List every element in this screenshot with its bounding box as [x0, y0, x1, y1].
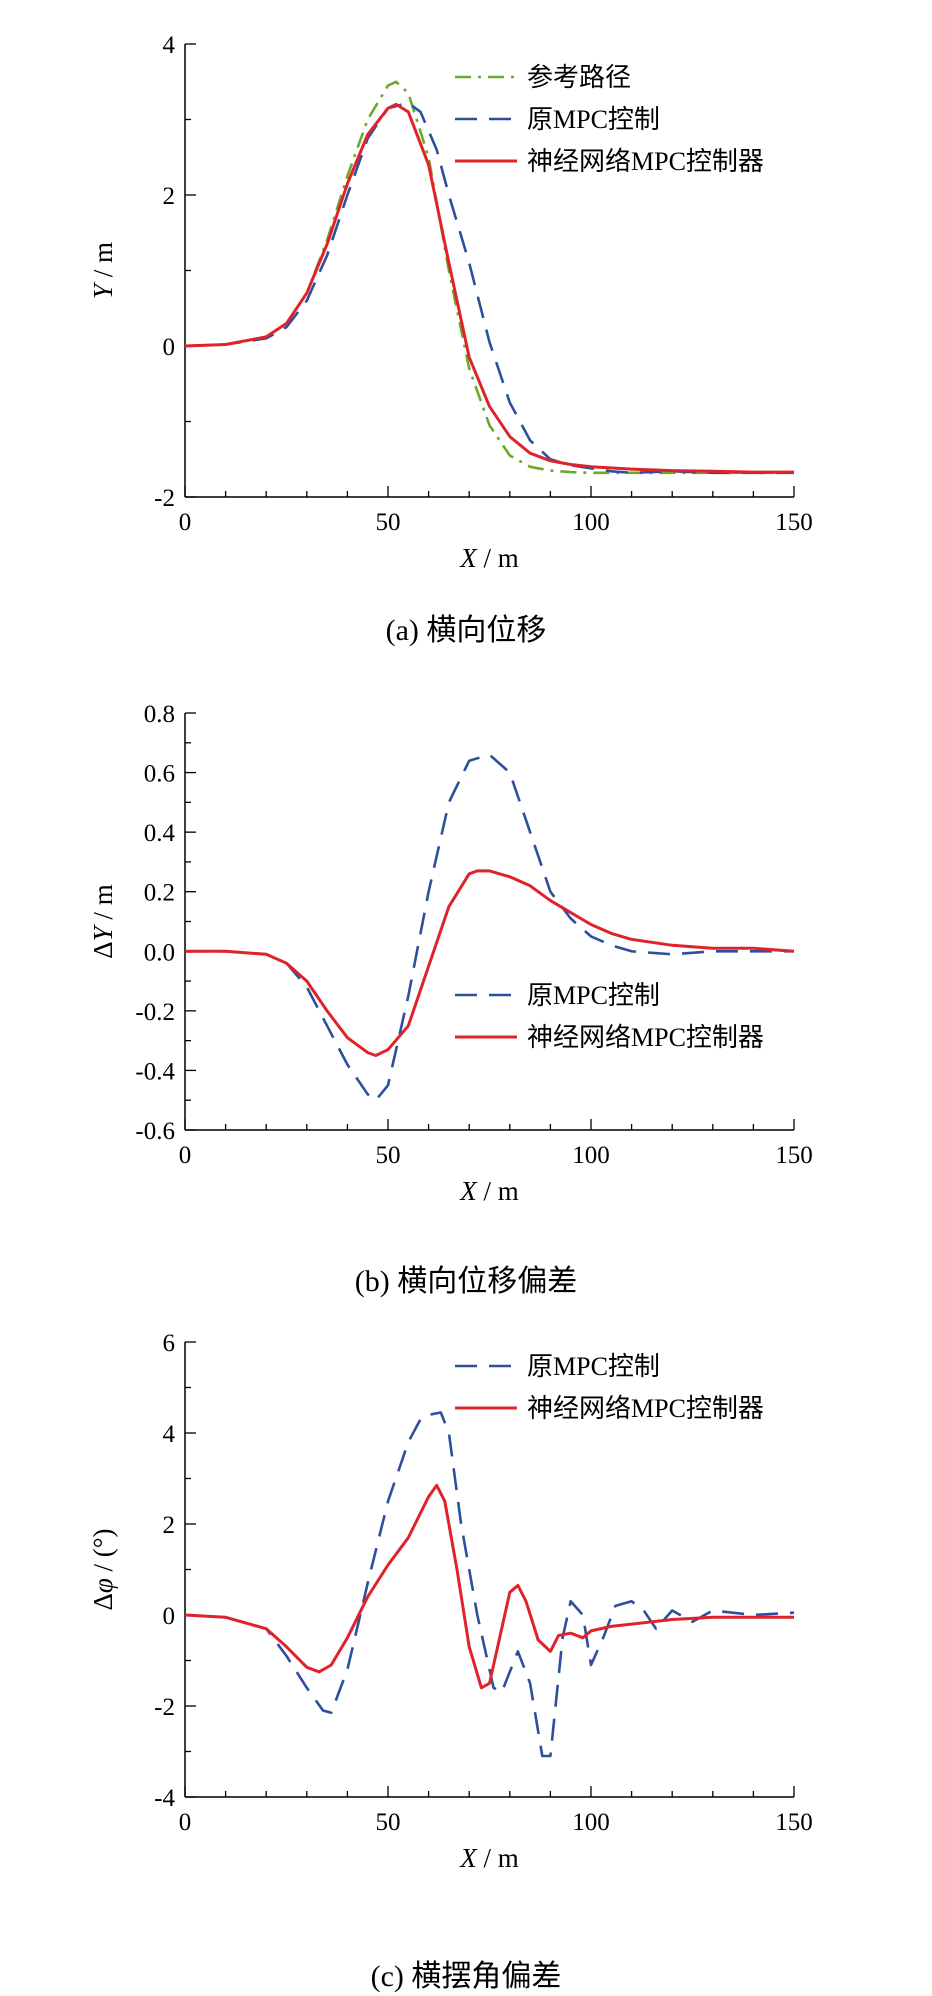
caption-c: (c) 横摆角偏差 [370, 1960, 562, 1993]
x-tick-label: 100 [572, 509, 610, 536]
y-tick-label: 0 [163, 1603, 176, 1630]
series-line-1 [184, 1411, 795, 1758]
legend-label: 原MPC控制 [527, 1352, 660, 1381]
y-tick-label: -0.6 [135, 1118, 175, 1145]
y-tick-label: 0.8 [144, 701, 175, 728]
y-tick-label: -2 [154, 1694, 175, 1721]
y-tick-label: -0.2 [135, 999, 175, 1026]
y-tick-label: -0.4 [135, 1058, 175, 1085]
x-tick-label: 0 [179, 1142, 192, 1169]
series-line-1 [184, 80, 794, 475]
y-tick-label: 2 [163, 183, 176, 210]
y-axis-label: Y / m [88, 242, 118, 299]
x-axis-label: X / m [459, 1176, 519, 1206]
y-tick-label: 6 [163, 1330, 176, 1357]
y-tick-label: 4 [163, 32, 176, 59]
x-tick-label: 50 [376, 1809, 401, 1836]
series-line-2 [184, 1483, 794, 1690]
y-tick-label: 0.0 [144, 939, 175, 966]
legend-label: 神经网络MPC控制器 [527, 147, 764, 176]
x-tick-label: 150 [775, 1809, 813, 1836]
x-tick-label: 100 [572, 1142, 610, 1169]
series-line-2 [184, 101, 794, 475]
x-axis-label: X / m [459, 1843, 519, 1873]
x-tick-label: 0 [179, 509, 192, 536]
y-axis-label: Δφ / (°) [88, 1528, 118, 1610]
x-tick-label: 50 [376, 1142, 401, 1169]
x-tick-label: 150 [775, 509, 813, 536]
legend-label: 原MPC控制 [527, 105, 660, 134]
legend-label: 神经网络MPC控制器 [527, 1023, 764, 1052]
series-line-3 [184, 102, 794, 474]
y-tick-label: -4 [154, 1785, 175, 1812]
y-tick-label: 4 [163, 1421, 176, 1448]
x-tick-label: 150 [775, 1142, 813, 1169]
plot-c: 0 50 100 150 -4 -2 0 2 4 6 X / m Δφ / (°) 原MPC控制神经网络… [88, 1330, 813, 1873]
legend-label: 神经网络MPC控制器 [527, 1394, 764, 1423]
caption-b: (b) 横向位移偏差 [354, 1265, 578, 1298]
y-tick-label: -2 [154, 485, 175, 512]
y-tick-label: 0 [163, 334, 176, 361]
x-axis-label: X / m [459, 543, 519, 573]
x-tick-label: 0 [179, 1809, 192, 1836]
y-tick-label: 0.2 [144, 880, 175, 907]
series-line-2 [185, 869, 795, 1057]
y-axis-label: ΔY / m [88, 884, 118, 958]
legend-label: 参考路径 [527, 63, 631, 92]
y-tick-label: 2 [163, 1512, 176, 1539]
caption-a: (a) 横向位移 [385, 614, 547, 647]
plot-b: 0 50 100 150 -0.6 -0.4 -0.2 0.0 0.2 0.4 0.6 0.8 X / … [88, 701, 813, 1206]
legend-label: 原MPC控制 [527, 981, 660, 1010]
x-tick-label: 100 [572, 1809, 610, 1836]
y-tick-label: 0.4 [144, 820, 176, 847]
y-tick-label: 0.6 [144, 761, 175, 788]
series-line-1 [185, 753, 794, 1102]
x-tick-label: 50 [376, 509, 401, 536]
